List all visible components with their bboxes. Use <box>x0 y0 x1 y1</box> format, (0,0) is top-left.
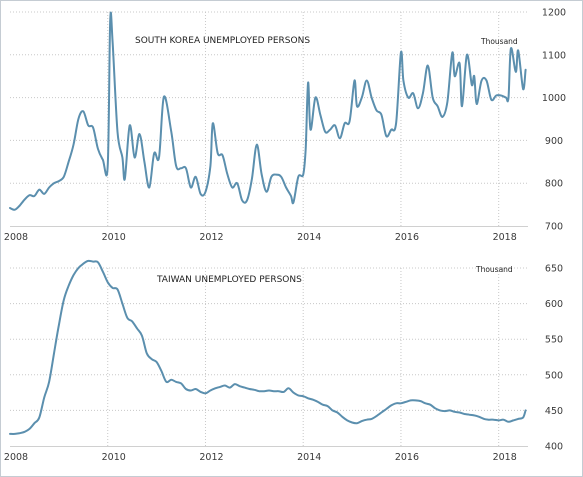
x-tick-label: 2012 <box>199 232 223 243</box>
y-tick-label: 900 <box>545 136 563 147</box>
y-tick-label: 650 <box>545 264 563 275</box>
y-tick-label: 600 <box>545 299 563 310</box>
unit-label: Thousand <box>480 37 518 46</box>
series-line-korea <box>9 11 527 211</box>
x-tick-label: 2016 <box>395 232 419 243</box>
y-tick-label: 1100 <box>542 50 566 61</box>
x-tick-label: 2014 <box>297 232 321 243</box>
y-tick-label: 400 <box>545 442 563 453</box>
y-tick-label: 1200 <box>542 8 566 19</box>
y-tick-label: 550 <box>545 335 563 346</box>
series-line-taiwan <box>9 259 527 435</box>
chart-title: TAIWAN UNEMPLOYED PERSONS <box>156 275 302 285</box>
x-tick-label: 2018 <box>493 232 517 243</box>
x-tick-label: 2018 <box>493 452 517 463</box>
chart-panel-taiwan: 400 450 500 550 600 650 2008 2010 2012 2014 2016 20… <box>4 259 563 463</box>
x-tick-label: 2014 <box>297 452 321 463</box>
x-tick-label: 2012 <box>199 452 223 463</box>
chart-panel-korea: 700 800 900 1000 1100 1200 2008 2010 2012 2014 201… <box>4 8 566 244</box>
chart-title: SOUTH KOREA UNEMPLOYED PERSONS <box>135 36 310 46</box>
y-tick-label: 700 <box>545 222 563 233</box>
y-tick-label: 450 <box>545 406 563 417</box>
x-tick-label: 2010 <box>102 232 126 243</box>
y-tick-label: 500 <box>545 370 563 381</box>
unit-label: Thousand <box>475 265 513 274</box>
y-tick-label: 1000 <box>542 93 566 104</box>
y-tick-label: 800 <box>545 179 563 190</box>
x-tick-label: 2016 <box>395 452 419 463</box>
x-tick-label: 2010 <box>102 452 126 463</box>
x-tick-label: 2008 <box>4 232 28 243</box>
x-tick-label: 2008 <box>4 452 28 463</box>
